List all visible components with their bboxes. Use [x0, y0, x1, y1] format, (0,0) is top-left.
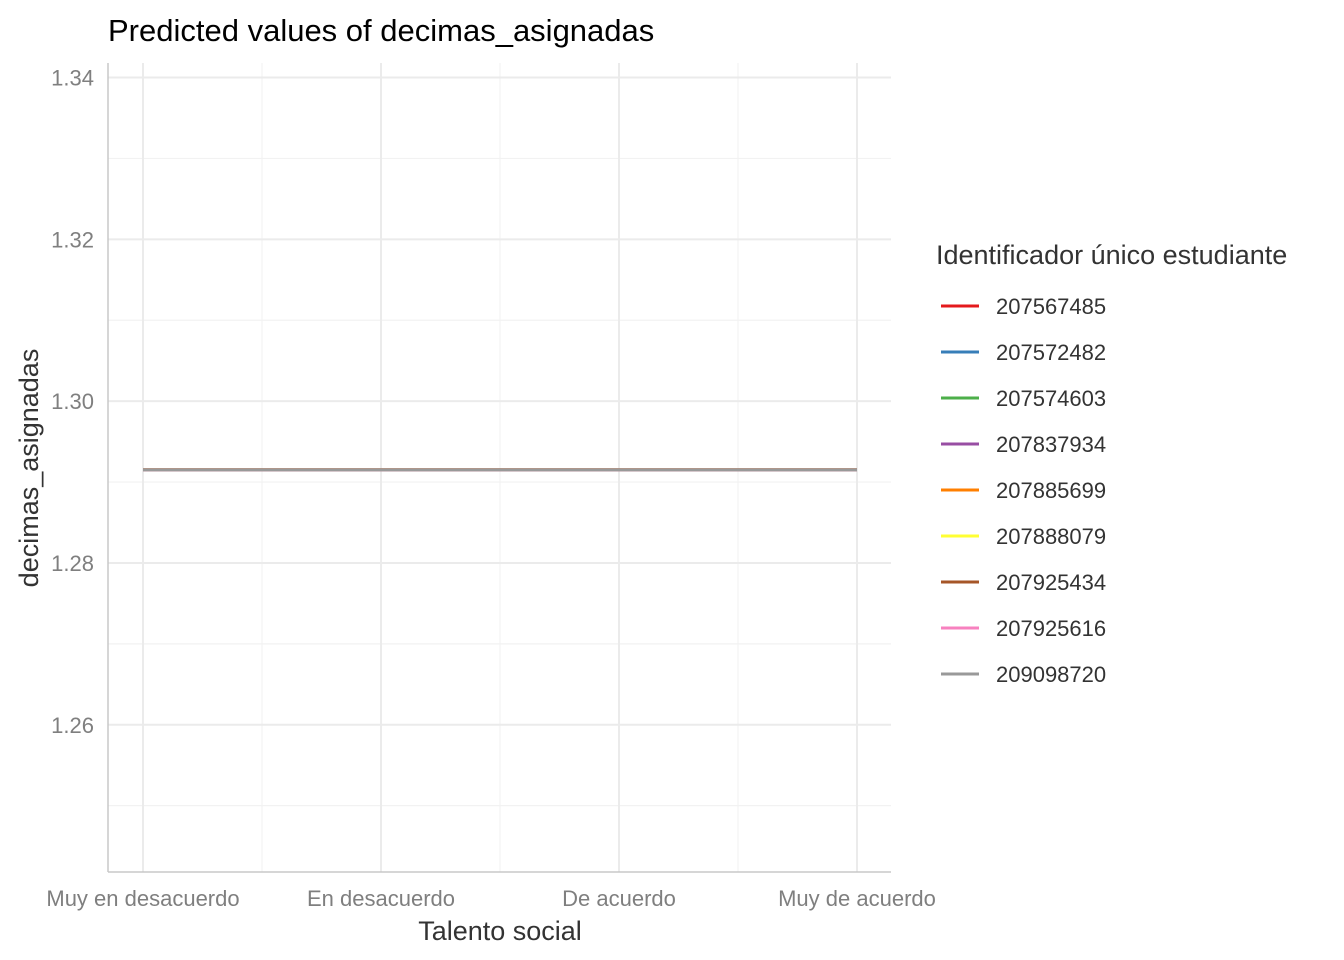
y-axis-title: decimas_asignadas: [14, 349, 44, 588]
grid: [108, 63, 891, 872]
legend-label-207837934: 207837934: [996, 432, 1106, 457]
y-tick-label: 1.26: [51, 713, 94, 738]
legend-label-207574603: 207574603: [996, 386, 1106, 411]
y-tick-label: 1.34: [51, 66, 94, 91]
legend-label-207567485: 207567485: [996, 294, 1106, 319]
x-tick-label: Muy de acuerdo: [778, 886, 936, 911]
legend-label-207888079: 207888079: [996, 524, 1106, 549]
x-tick-labels: Muy en desacuerdo En desacuerdo De acuerdo…: [46, 886, 936, 911]
legend: 207567485 207572482 207574603 207837934 2078…: [941, 294, 1106, 687]
y-tick-label: 1.32: [51, 227, 94, 252]
legend-label-207572482: 207572482: [996, 340, 1106, 365]
x-tick-label: Muy en desacuerdo: [46, 886, 239, 911]
y-tick-label: 1.30: [51, 389, 94, 414]
y-tick-labels: 1.26 1.28 1.30 1.32 1.34: [51, 66, 94, 738]
legend-title: Identificador único estudiante: [936, 240, 1287, 270]
legend-label-207925616: 207925616: [996, 616, 1106, 641]
x-axis-title: Talento social: [418, 916, 582, 946]
legend-label-209098720: 209098720: [996, 662, 1106, 687]
legend-label-207885699: 207885699: [996, 478, 1106, 503]
x-tick-label: En desacuerdo: [307, 886, 455, 911]
legend-label-207925434: 207925434: [996, 570, 1106, 595]
x-tick-label: De acuerdo: [562, 886, 676, 911]
chart-title: Predicted values of decimas_asignadas: [108, 13, 654, 48]
y-tick-label: 1.28: [51, 551, 94, 576]
axes: [107, 63, 891, 873]
